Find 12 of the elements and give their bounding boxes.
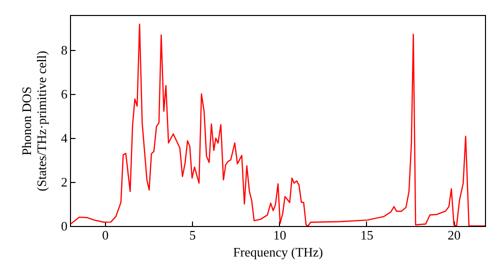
x-tick-label: 5 xyxy=(189,228,196,242)
line-series xyxy=(70,24,485,226)
x-tick-label: 10 xyxy=(273,228,286,242)
y-tick-label: 4 xyxy=(61,130,68,146)
x-axis-title: Frequency (THz) xyxy=(233,244,323,260)
x-tick-label: 0 xyxy=(102,228,109,242)
y-tick-label: 6 xyxy=(61,86,68,102)
y-tick-label: 8 xyxy=(61,42,68,58)
y-axis-title: Phonon DOS (States/THz·primitive cell) xyxy=(19,50,49,192)
x-tick-label: 20 xyxy=(448,228,461,242)
y-tick-label: 2 xyxy=(61,174,68,190)
x-tick-label: 15 xyxy=(360,228,374,242)
